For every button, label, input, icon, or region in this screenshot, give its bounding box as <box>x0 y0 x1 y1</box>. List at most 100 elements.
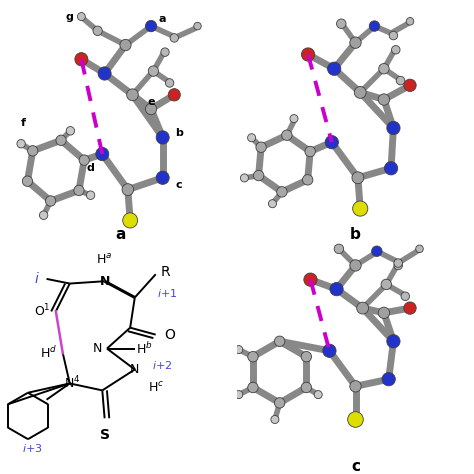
Circle shape <box>416 245 423 253</box>
Circle shape <box>75 53 88 66</box>
Circle shape <box>396 76 405 85</box>
Text: a: a <box>159 14 166 24</box>
Text: H$^d$: H$^d$ <box>40 345 57 361</box>
Circle shape <box>387 335 400 348</box>
Circle shape <box>330 283 343 296</box>
Circle shape <box>247 134 255 142</box>
Circle shape <box>146 20 156 32</box>
Circle shape <box>235 346 243 354</box>
Circle shape <box>156 171 169 184</box>
Circle shape <box>354 87 366 99</box>
Circle shape <box>394 261 402 270</box>
Circle shape <box>168 89 180 101</box>
Circle shape <box>165 79 174 87</box>
Circle shape <box>387 121 400 135</box>
Circle shape <box>404 302 416 314</box>
Circle shape <box>369 21 380 31</box>
Circle shape <box>305 146 315 157</box>
Text: $i$+1: $i$+1 <box>157 287 177 299</box>
Circle shape <box>302 174 313 185</box>
Circle shape <box>328 62 341 75</box>
Circle shape <box>352 172 364 184</box>
Circle shape <box>77 13 85 21</box>
Circle shape <box>256 142 266 153</box>
Circle shape <box>378 307 390 319</box>
Circle shape <box>39 211 48 219</box>
Circle shape <box>56 135 66 146</box>
Circle shape <box>98 67 111 80</box>
Text: R: R <box>160 265 170 279</box>
Circle shape <box>268 200 276 208</box>
Circle shape <box>148 66 158 76</box>
Text: e: e <box>147 97 155 107</box>
Circle shape <box>248 382 258 392</box>
Circle shape <box>17 139 25 148</box>
Circle shape <box>394 259 402 267</box>
Text: d: d <box>87 163 95 173</box>
Circle shape <box>304 273 317 286</box>
Circle shape <box>161 48 169 56</box>
Text: N$^4$: N$^4$ <box>64 375 80 392</box>
Circle shape <box>66 127 74 135</box>
Text: a: a <box>116 227 126 242</box>
Circle shape <box>301 382 311 392</box>
Circle shape <box>120 39 131 51</box>
Circle shape <box>290 115 298 123</box>
Circle shape <box>325 136 338 149</box>
Circle shape <box>334 244 344 254</box>
Text: f: f <box>21 118 26 128</box>
Text: O$^1$: O$^1$ <box>34 303 50 320</box>
Circle shape <box>79 155 89 165</box>
Circle shape <box>301 352 311 362</box>
Circle shape <box>254 170 264 181</box>
Text: N: N <box>130 363 139 376</box>
Text: b: b <box>350 227 361 242</box>
Circle shape <box>93 26 102 36</box>
Circle shape <box>350 260 361 271</box>
Circle shape <box>274 336 285 346</box>
Circle shape <box>314 391 322 399</box>
Circle shape <box>382 373 395 386</box>
Circle shape <box>381 279 392 290</box>
Circle shape <box>379 64 389 74</box>
Circle shape <box>271 415 279 424</box>
Circle shape <box>27 146 38 156</box>
Text: H$^c$: H$^c$ <box>147 381 164 395</box>
Circle shape <box>86 191 95 200</box>
Circle shape <box>323 344 336 357</box>
Text: $i$+2: $i$+2 <box>153 359 173 371</box>
Circle shape <box>122 184 134 196</box>
Text: g: g <box>66 11 74 22</box>
Circle shape <box>74 185 84 196</box>
Circle shape <box>277 187 287 197</box>
Circle shape <box>46 196 56 206</box>
Circle shape <box>392 46 400 54</box>
Text: N: N <box>93 342 102 355</box>
Text: $i$: $i$ <box>35 272 40 286</box>
Circle shape <box>194 22 201 30</box>
Circle shape <box>350 37 361 48</box>
Circle shape <box>337 19 346 28</box>
Circle shape <box>274 398 285 408</box>
Text: O: O <box>164 328 175 342</box>
Circle shape <box>240 174 248 182</box>
Circle shape <box>356 302 369 314</box>
Circle shape <box>156 131 169 144</box>
Text: S: S <box>100 428 109 441</box>
Text: H$^a$: H$^a$ <box>97 253 113 267</box>
Circle shape <box>350 381 361 392</box>
Circle shape <box>404 79 416 91</box>
Circle shape <box>372 246 382 256</box>
Circle shape <box>378 94 390 105</box>
Text: $i$+3: $i$+3 <box>22 442 43 455</box>
Text: b: b <box>175 128 183 138</box>
Circle shape <box>248 352 258 362</box>
Circle shape <box>282 130 292 140</box>
Circle shape <box>96 147 109 161</box>
Text: H$^b$: H$^b$ <box>136 341 153 356</box>
Circle shape <box>123 213 137 228</box>
Circle shape <box>235 391 243 399</box>
Circle shape <box>22 176 33 186</box>
Circle shape <box>146 103 156 115</box>
Circle shape <box>127 89 138 101</box>
